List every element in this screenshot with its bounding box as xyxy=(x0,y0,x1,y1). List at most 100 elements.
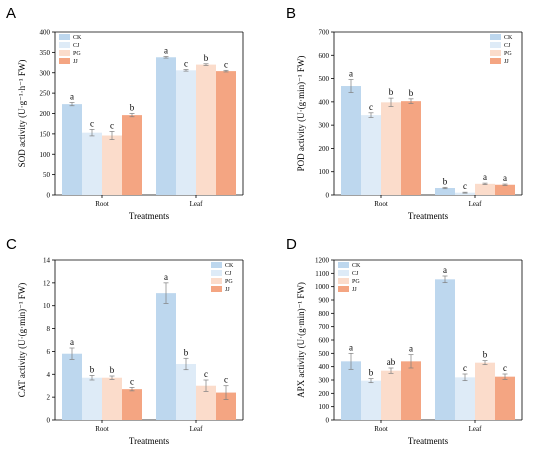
legend-swatch-pg xyxy=(338,278,349,284)
y-tick-label: 1000 xyxy=(315,283,330,291)
y-tick-label: 12 xyxy=(43,279,51,287)
y-tick-label: 300 xyxy=(319,122,330,130)
legend-swatch-jj xyxy=(59,58,70,64)
significance-letter: a xyxy=(70,91,74,101)
y-tick-label: 0 xyxy=(326,417,330,425)
x-tick-label: Root xyxy=(95,200,109,208)
y-tick-label: 100 xyxy=(40,151,51,159)
bar-jj-root xyxy=(401,101,421,195)
significance-letter: a xyxy=(164,45,168,55)
legend-swatch-pg xyxy=(211,278,222,284)
bar-ck-leaf xyxy=(156,293,176,420)
legend: CK CJ PG JJ xyxy=(211,262,234,293)
chart-panel-a: A 0 50 100 150 200 250 300 350 400 SOD activity (U… xyxy=(6,5,244,221)
bar-cj-leaf xyxy=(455,377,475,420)
legend-swatch-ck xyxy=(59,34,70,40)
bar-cj-leaf xyxy=(455,192,475,195)
legend-label: CJ xyxy=(225,271,232,277)
bar-jj-root xyxy=(122,389,142,420)
legend-swatch-cj xyxy=(211,270,222,276)
legend-swatch-ck xyxy=(338,262,349,268)
bar-ck-leaf xyxy=(156,57,176,195)
y-tick-label: 700 xyxy=(319,323,330,331)
significance-letter: a xyxy=(70,337,74,347)
y-axis-label: SOD activity (U·g⁻¹·h⁻¹ FW) xyxy=(17,60,27,168)
y-tick-label: 1100 xyxy=(315,270,329,278)
chart-panel-d: D 0 100 200 300 400 500 600 700 800 900 1000 1100 120… xyxy=(286,236,523,446)
legend: CK CJ PG JJ xyxy=(490,34,513,65)
significance-letter: b xyxy=(130,103,135,113)
legend-swatch-ck xyxy=(211,262,222,268)
bar-jj-root xyxy=(122,115,142,195)
significance-letter: b xyxy=(110,365,115,375)
legend-swatch-pg xyxy=(59,50,70,56)
significance-letter: b xyxy=(204,53,209,63)
bar-pg-root xyxy=(381,370,401,420)
y-tick-label: 4 xyxy=(47,371,51,379)
legend-label: PG xyxy=(504,51,512,57)
legend: CK CJ PG JJ xyxy=(338,262,361,293)
bar-ck-leaf xyxy=(435,279,455,420)
legend-label: JJ xyxy=(504,59,509,65)
bar-cj-leaf xyxy=(176,364,196,420)
legend-label: CJ xyxy=(352,271,359,277)
significance-letter: c xyxy=(463,363,467,373)
x-tick-label: Leaf xyxy=(190,200,203,208)
significance-letter: c xyxy=(369,102,373,112)
legend-label: PG xyxy=(73,51,81,57)
significance-letter: c xyxy=(90,118,94,128)
y-tick-label: 200 xyxy=(40,110,51,118)
x-tick-label: Leaf xyxy=(190,425,203,433)
y-tick-label: 400 xyxy=(319,363,330,371)
y-tick-label: 700 xyxy=(319,29,330,37)
bar-jj-leaf xyxy=(216,392,236,420)
panel-letter: B xyxy=(286,5,296,22)
significance-letter: c xyxy=(463,181,467,191)
y-tick-label: 500 xyxy=(319,75,330,83)
y-tick-label: 8 xyxy=(47,325,51,333)
bar-ck-root xyxy=(62,353,82,420)
legend-swatch-jj xyxy=(490,58,501,64)
bar-ck-root xyxy=(62,104,82,195)
significance-letter: b xyxy=(443,176,448,186)
bar-jj-leaf xyxy=(495,376,515,420)
significance-letter: c xyxy=(130,376,134,386)
legend-label: PG xyxy=(352,279,360,285)
bar-cj-root xyxy=(82,132,102,195)
bar-pg-leaf xyxy=(196,64,216,195)
x-tick-label: Root xyxy=(374,425,388,433)
y-tick-label: 50 xyxy=(43,171,51,179)
significance-letter: b xyxy=(389,87,394,97)
y-tick-label: 200 xyxy=(319,390,330,398)
legend-label: CK xyxy=(225,263,234,269)
x-tick-label: Root xyxy=(374,200,388,208)
chart-panel-b: B 0 100 200 300 400 500 600 700 POD activity (U·(… xyxy=(286,5,523,221)
legend: CK CJ PG JJ xyxy=(59,34,82,65)
legend-label: JJ xyxy=(225,287,230,293)
bar-cj-root xyxy=(361,115,381,195)
y-tick-label: 400 xyxy=(319,98,330,106)
bar-cj-leaf xyxy=(176,70,196,195)
legend-label: CJ xyxy=(73,43,80,49)
bar-jj-leaf xyxy=(216,71,236,195)
significance-letter: b xyxy=(483,350,488,360)
legend-label: PG xyxy=(225,279,233,285)
bar-ck-root xyxy=(341,86,361,195)
bar-pg-root xyxy=(102,135,122,195)
legend-swatch-cj xyxy=(59,42,70,48)
significance-letter: b xyxy=(409,88,414,98)
x-axis-label: Treatments xyxy=(129,211,170,221)
significance-letter: c xyxy=(184,58,188,68)
legend-swatch-jj xyxy=(211,286,222,292)
y-tick-label: 0 xyxy=(47,417,51,425)
significance-letter: c xyxy=(204,369,208,379)
legend-label: CK xyxy=(352,263,361,269)
significance-letter: b xyxy=(90,364,95,374)
legend-label: JJ xyxy=(73,59,78,65)
y-tick-label: 600 xyxy=(319,337,330,345)
y-tick-label: 900 xyxy=(319,297,330,305)
y-tick-label: 100 xyxy=(319,403,330,411)
legend-swatch-jj xyxy=(338,286,349,292)
significance-letter: b xyxy=(184,347,189,357)
